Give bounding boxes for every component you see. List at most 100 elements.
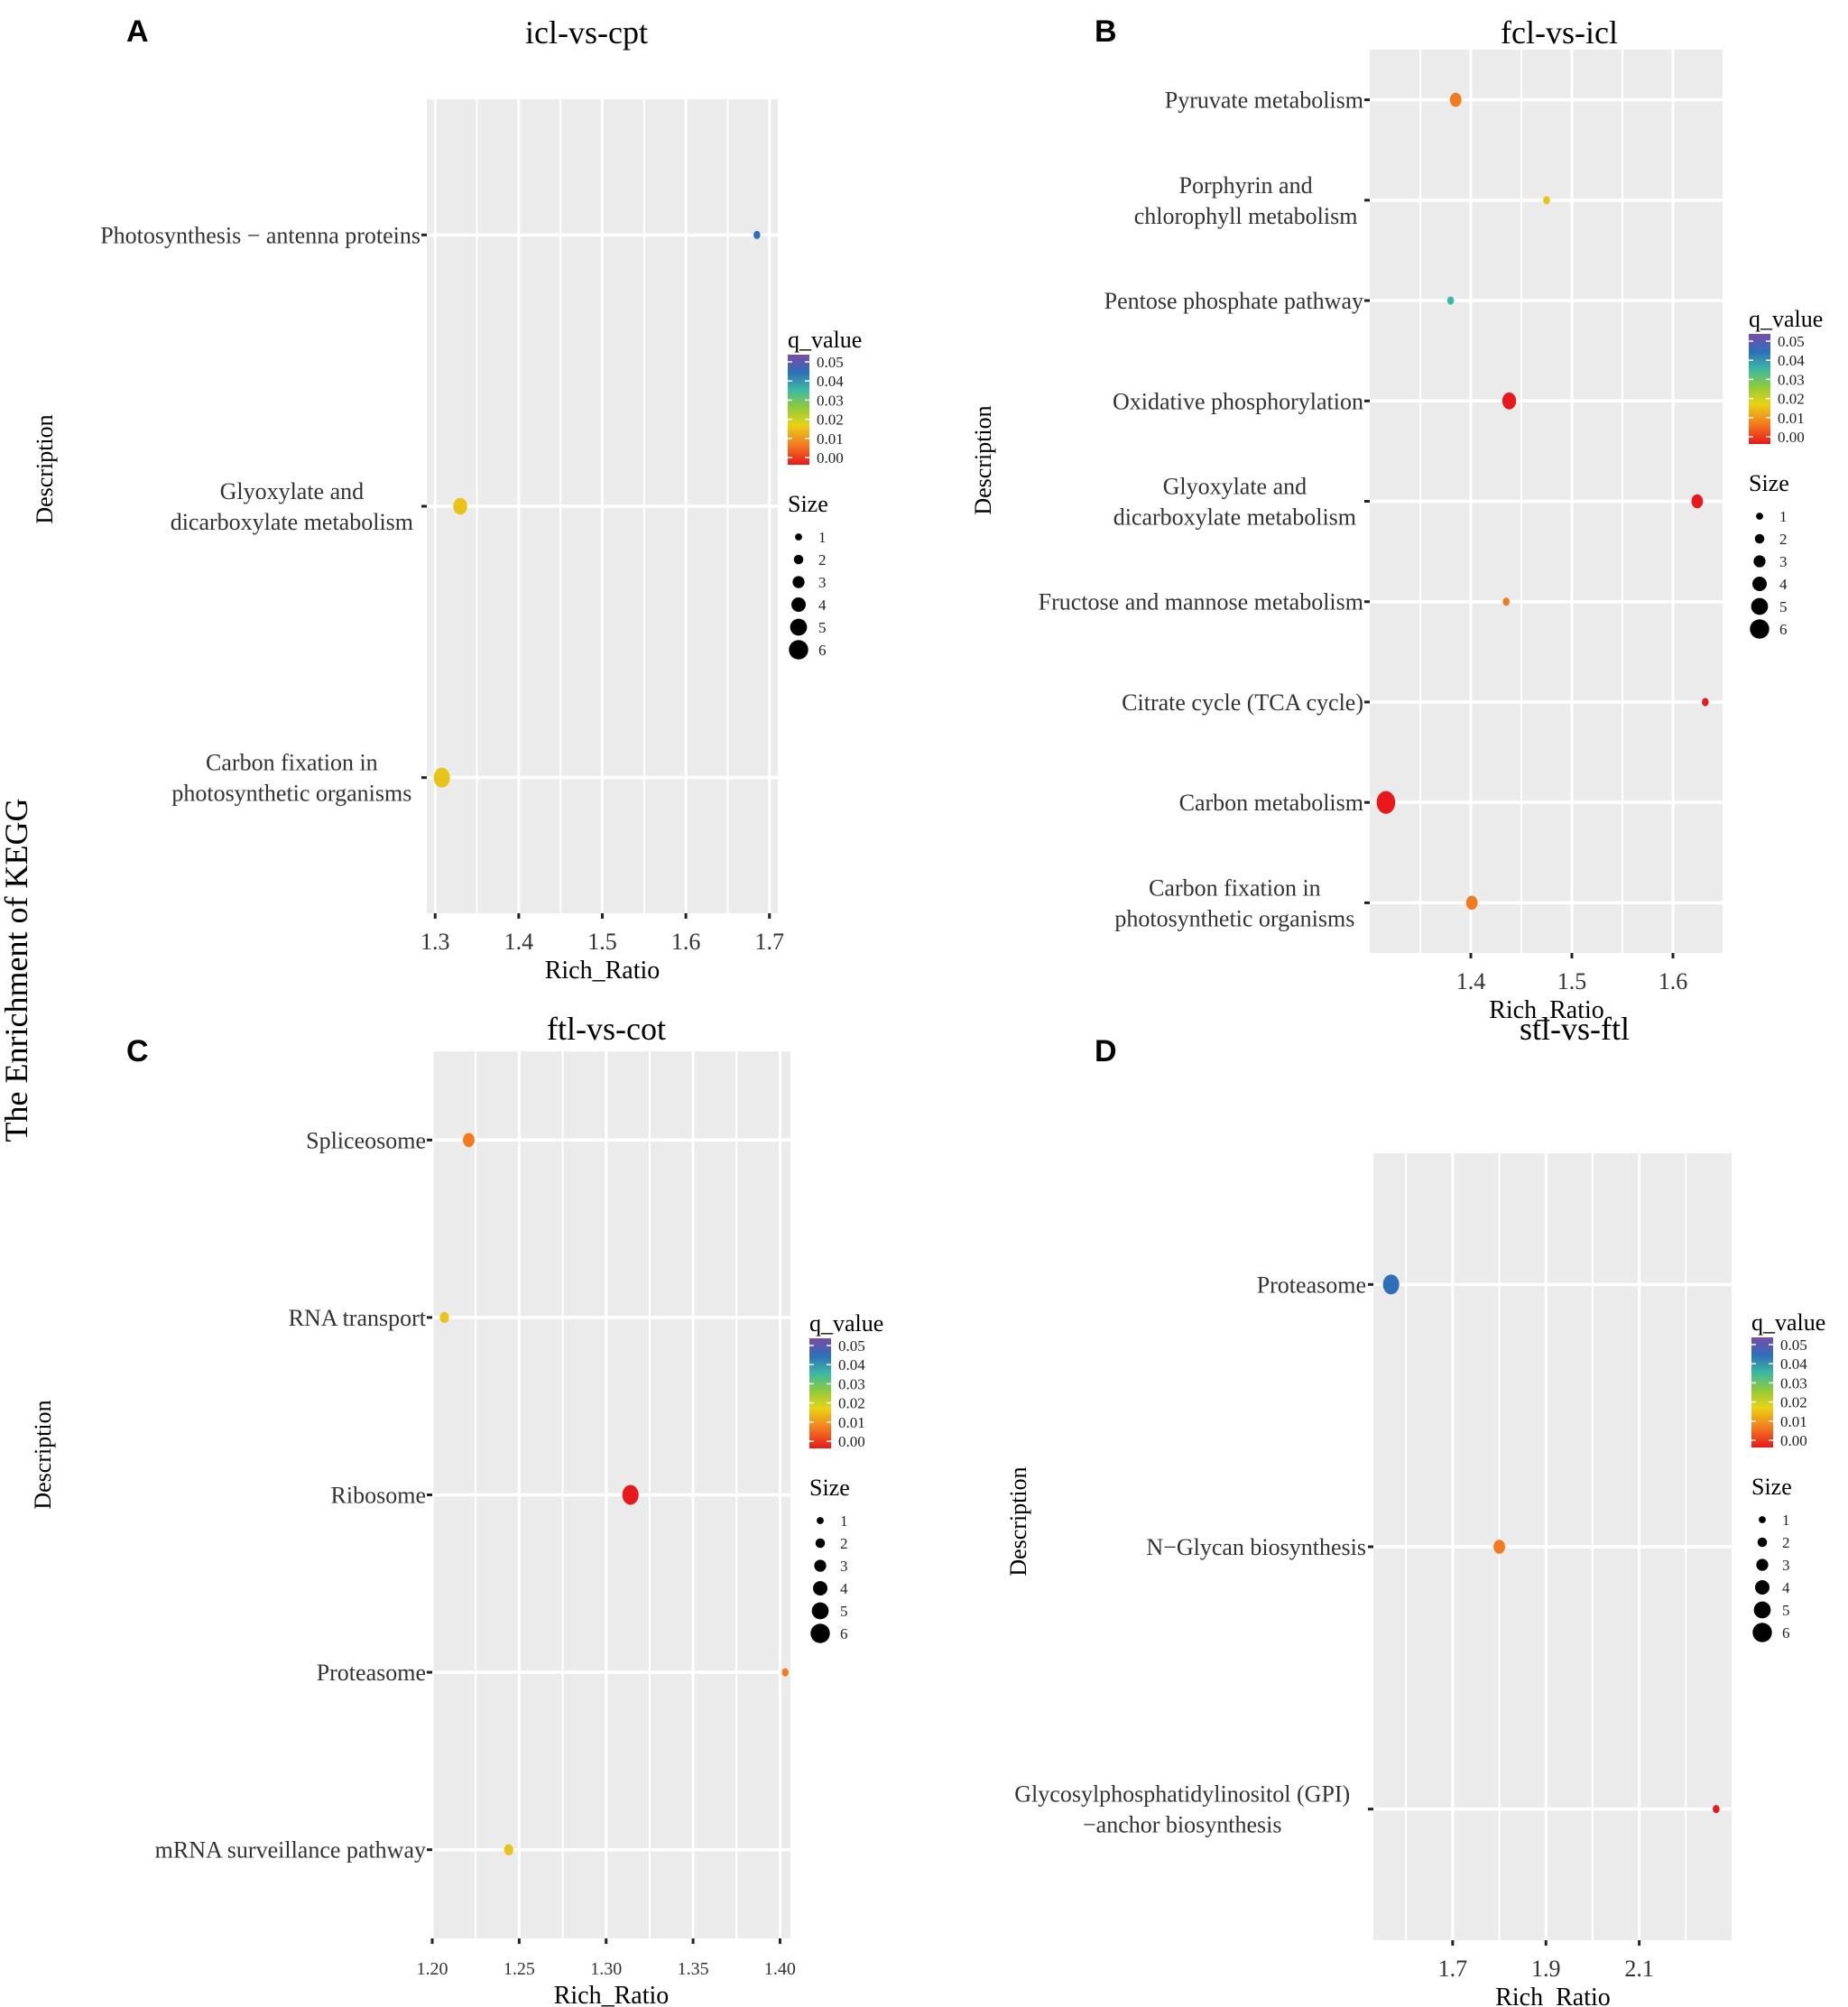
data-point [433, 767, 450, 788]
x-tick-label: 1.40 [764, 1959, 796, 1979]
category-label: Spliceosome [306, 1127, 426, 1153]
data-point [1446, 296, 1455, 305]
category-label: Proteasome [317, 1660, 426, 1686]
category-label: Fructose and mannose metabolism [1039, 589, 1363, 615]
data-point [1465, 895, 1478, 911]
y-axis-label: Description [970, 405, 996, 514]
legend-size-marker [791, 597, 806, 612]
x-tick-label: 1.20 [417, 1959, 448, 1979]
legend-size-marker [1756, 1558, 1769, 1571]
data-point [1502, 392, 1517, 410]
category-label: Oxidative phosphorylation [1113, 388, 1363, 414]
legend-color-tick: 0.00 [817, 449, 844, 467]
data-point [1493, 1540, 1505, 1554]
legend-color-tick: 0.02 [817, 412, 844, 429]
legend-color-tick: 0.04 [1780, 1355, 1807, 1373]
category-label: Carbon fixation in photosynthetic organis… [1114, 874, 1354, 931]
legend-color-tick: 0.02 [1780, 1394, 1807, 1411]
legend-size-tick: 2 [1782, 1534, 1790, 1551]
chart-title: icl-vs-cpt [525, 14, 648, 51]
category-label: Glyoxylate and dicarboxylate metabolism [171, 478, 413, 535]
legend-color-tick: 0.01 [838, 1414, 865, 1431]
legend-size-tick: 3 [1782, 1557, 1790, 1574]
panel-letter: D [1095, 1034, 1117, 1068]
y-axis-label: Description [1005, 1466, 1031, 1576]
legend-size-title: Size [1749, 470, 1789, 496]
legend-size-tick: 3 [840, 1558, 848, 1575]
legend-color-tick: 0.03 [1778, 371, 1805, 388]
x-tick-label: 1.35 [678, 1959, 709, 1979]
legend-size-marker [1751, 597, 1769, 615]
legend-size-tick: 2 [818, 551, 827, 569]
legend-size-marker [1752, 1623, 1772, 1642]
legend-size-title: Size [809, 1475, 850, 1501]
legend-colorbar [809, 1338, 831, 1448]
legend-size-marker [815, 1538, 826, 1549]
data-point [622, 1484, 639, 1505]
data-point [1502, 597, 1510, 606]
x-tick-label: 1.3 [420, 929, 450, 955]
legend-colorbar [1749, 334, 1770, 444]
x-axis-label: Rich_Ratio [545, 957, 661, 985]
legend-size-tick: 5 [840, 1603, 848, 1620]
category-label: mRNA surveillance pathway [155, 1837, 426, 1864]
x-tick-label: 1.6 [671, 929, 701, 955]
legend-size-tick: 2 [1779, 531, 1788, 548]
x-tick-label: 1.9 [1531, 1956, 1561, 1982]
legend-color-tick: 0.05 [817, 354, 844, 371]
x-tick-label: 2.1 [1624, 1956, 1654, 1982]
legend-size-tick: 1 [1779, 508, 1788, 525]
global-ylabel: The Enrichment of KEGG [0, 799, 34, 1142]
data-point [1376, 791, 1396, 814]
data-point [439, 1311, 449, 1324]
category-label: Carbon fixation in photosynthetic organis… [171, 750, 411, 807]
legend-color-title: q_value [809, 1310, 883, 1336]
legend-color-title: q_value [1751, 1309, 1825, 1336]
x-tick-label: 1.5 [1557, 968, 1587, 994]
data-point [1449, 92, 1462, 107]
legend-color-tick: 0.05 [1780, 1336, 1807, 1354]
x-tick-label: 1.30 [590, 1959, 622, 1979]
legend-size-marker [793, 554, 804, 565]
data-point [504, 1844, 513, 1855]
category-label: N−Glycan biosynthesis [1146, 1534, 1366, 1560]
legend-size-marker [1754, 533, 1765, 544]
panel-letter: B [1095, 14, 1117, 49]
legend-size-tick: 5 [1782, 1602, 1790, 1619]
category-label: Pyruvate metabolism [1165, 88, 1363, 114]
category-label: Carbon metabolism [1179, 790, 1363, 816]
legend-color-tick: 0.00 [1780, 1432, 1807, 1449]
data-point [1691, 494, 1704, 509]
data-point [1713, 1805, 1720, 1814]
legend-color-tick: 0.02 [838, 1395, 865, 1412]
legend-color-tick: 0.04 [838, 1356, 865, 1373]
legend-size-marker [1752, 577, 1767, 591]
data-point [1382, 1274, 1400, 1295]
legend-size-tick: 4 [1782, 1579, 1790, 1596]
legend-size-tick: 1 [1782, 1512, 1790, 1529]
legend-size-tick: 5 [818, 619, 827, 636]
x-axis-label: Rich_Ratio [1489, 996, 1604, 1024]
x-tick-label: 1.5 [587, 929, 617, 955]
legend-color-tick: 0.05 [838, 1337, 865, 1355]
legend-color-tick: 0.04 [1778, 352, 1805, 369]
legend-size-marker [789, 640, 808, 660]
category-label: Glyoxylate and dicarboxylate metabolism [1113, 474, 1356, 531]
legend-color-tick: 0.05 [1778, 333, 1805, 350]
legend-size-marker [1756, 513, 1763, 520]
legend-size-tick: 6 [1782, 1624, 1790, 1642]
chart-title: ftl-vs-cot [547, 1011, 666, 1047]
legend-size-marker [810, 1623, 830, 1643]
x-tick-label: 1.25 [504, 1959, 535, 1979]
y-axis-label: Description [32, 414, 58, 523]
legend-size-marker [1757, 1537, 1768, 1548]
x-tick-label: 1.6 [1659, 968, 1688, 994]
data-point [1543, 196, 1550, 205]
data-point [453, 497, 467, 515]
legend-size-tick: 1 [840, 1512, 848, 1530]
legend-size-marker [1750, 619, 1769, 639]
